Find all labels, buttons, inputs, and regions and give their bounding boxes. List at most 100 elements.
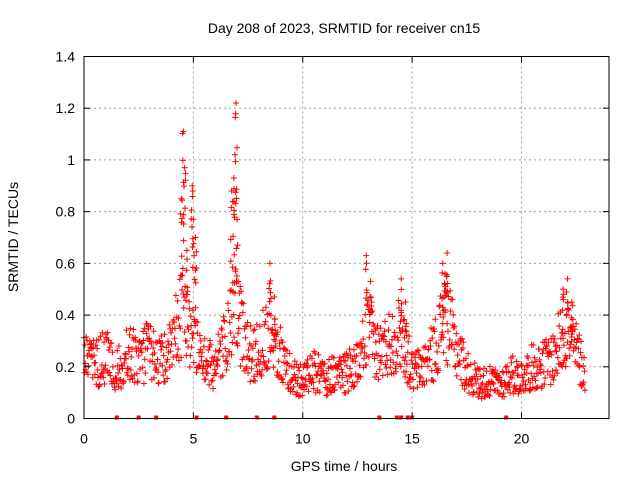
data-point	[353, 352, 360, 359]
data-point	[151, 350, 158, 357]
data-point	[283, 359, 290, 366]
data-point	[130, 326, 137, 333]
data-point	[253, 362, 260, 369]
data-point	[279, 339, 286, 346]
data-point	[451, 346, 458, 353]
data-point	[234, 144, 241, 151]
data-point	[299, 375, 306, 382]
data-point	[440, 334, 447, 341]
data-point	[487, 363, 493, 370]
data-point	[158, 333, 165, 340]
data-point	[366, 319, 373, 326]
data-point	[296, 367, 303, 374]
data-point	[171, 319, 178, 326]
data-point	[81, 341, 88, 348]
data-point	[571, 326, 578, 333]
data-point	[95, 336, 102, 343]
data-point	[435, 367, 442, 374]
data-point	[112, 386, 119, 393]
data-point	[415, 347, 422, 354]
data-point	[261, 321, 268, 328]
x-axis-label: GPS time / hours	[291, 458, 398, 474]
data-point	[235, 278, 242, 285]
data-points	[81, 100, 588, 402]
data-point	[400, 317, 407, 324]
data-point	[439, 329, 446, 336]
data-point	[575, 345, 582, 352]
data-point	[192, 267, 199, 274]
data-point	[375, 376, 382, 383]
data-point	[165, 341, 172, 348]
data-point	[251, 326, 258, 333]
data-point	[553, 366, 560, 373]
data-point	[417, 374, 424, 381]
data-point	[474, 376, 481, 383]
data-point	[88, 345, 95, 352]
data-point	[550, 339, 557, 346]
data-point	[247, 322, 254, 329]
data-point	[521, 366, 528, 373]
data-point	[526, 386, 533, 393]
data-point	[402, 373, 409, 380]
data-point	[479, 380, 486, 387]
data-point	[577, 349, 584, 356]
data-point	[322, 384, 329, 391]
data-point	[286, 362, 293, 369]
data-point	[263, 304, 269, 311]
data-point	[204, 370, 211, 377]
data-point	[573, 320, 580, 327]
data-point	[436, 302, 443, 309]
data-point	[568, 338, 575, 345]
data-point	[581, 354, 588, 361]
data-point	[148, 340, 155, 347]
data-point	[161, 378, 168, 385]
data-point	[403, 361, 410, 368]
data-point	[371, 355, 378, 362]
data-point	[572, 344, 579, 351]
data-point	[290, 383, 297, 390]
data-point	[367, 278, 374, 285]
data-point	[189, 264, 196, 271]
data-point	[346, 346, 353, 353]
data-point	[389, 349, 396, 356]
data-point	[496, 374, 503, 381]
data-point	[232, 110, 239, 117]
data-point	[336, 354, 343, 361]
data-point	[530, 341, 537, 348]
data-point	[272, 330, 279, 337]
data-point	[167, 348, 174, 355]
data-point	[274, 369, 281, 376]
data-point	[207, 341, 214, 348]
data-point	[565, 306, 572, 313]
data-point	[233, 195, 240, 202]
data-point	[337, 361, 344, 368]
data-point	[252, 377, 259, 384]
data-point	[231, 207, 238, 214]
data-point	[233, 100, 240, 107]
data-point	[237, 283, 244, 290]
data-point	[342, 389, 349, 396]
data-point	[89, 374, 96, 381]
data-point	[350, 346, 357, 353]
data-point	[127, 366, 134, 373]
data-point	[231, 151, 238, 158]
data-point	[232, 189, 239, 196]
data-point	[467, 361, 474, 368]
data-point	[575, 362, 582, 369]
data-point	[210, 358, 217, 365]
data-point	[214, 362, 221, 369]
y-tick-label: 1	[67, 152, 75, 168]
data-point	[394, 334, 401, 341]
data-point	[340, 382, 346, 389]
data-point	[492, 366, 499, 373]
data-point	[137, 366, 143, 373]
data-point	[351, 382, 358, 389]
data-point	[262, 318, 269, 325]
data-point	[181, 329, 188, 336]
data-point	[190, 359, 197, 366]
axis-ticks	[83, 56, 609, 419]
data-point	[569, 302, 576, 309]
data-point	[265, 325, 272, 332]
data-point	[196, 332, 203, 339]
data-point	[180, 128, 187, 135]
